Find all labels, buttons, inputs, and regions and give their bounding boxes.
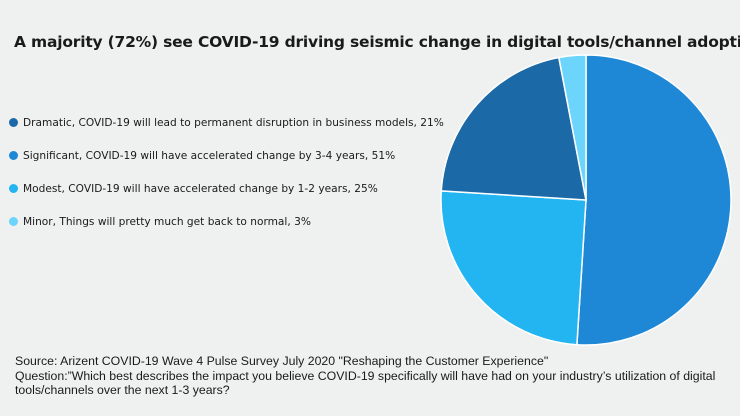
- pie-slice-dramatic: [440, 56, 587, 201]
- source-text: Source: Arizent COVID-19 Wave 4 Pulse Su…: [15, 354, 549, 368]
- legend: Dramatic, COVID-19 will lead to permanen…: [9, 106, 444, 238]
- legend-item-modest: Modest, COVID-19 will have accelerated c…: [9, 172, 444, 205]
- source-note: Source: Arizent COVID-19 Wave 4 Pulse Su…: [15, 354, 735, 398]
- legend-label: Significant, COVID-19 will have accelera…: [23, 149, 396, 162]
- legend-label: Dramatic, COVID-19 will lead to permanen…: [23, 116, 444, 129]
- legend-item-minor: Minor, Things will pretty much get back …: [9, 205, 444, 238]
- legend-label: Modest, COVID-19 will have accelerated c…: [23, 182, 378, 195]
- legend-swatch: [9, 151, 18, 160]
- legend-swatch: [9, 184, 18, 193]
- legend-swatch: [9, 118, 18, 127]
- legend-swatch: [9, 217, 18, 226]
- legend-label: Minor, Things will pretty much get back …: [23, 215, 311, 228]
- pie-slice-significant: [576, 54, 732, 346]
- chart-title: A majority (72%) see COVID-19 driving se…: [14, 33, 740, 51]
- question-text: Question:”Which best describes the impac…: [15, 368, 716, 398]
- pie-slice-modest: [440, 190, 587, 346]
- legend-item-dramatic: Dramatic, COVID-19 will lead to permanen…: [9, 106, 444, 139]
- pie-slice-minor: [557, 54, 587, 201]
- legend-item-significant: Significant, COVID-19 will have accelera…: [9, 139, 444, 172]
